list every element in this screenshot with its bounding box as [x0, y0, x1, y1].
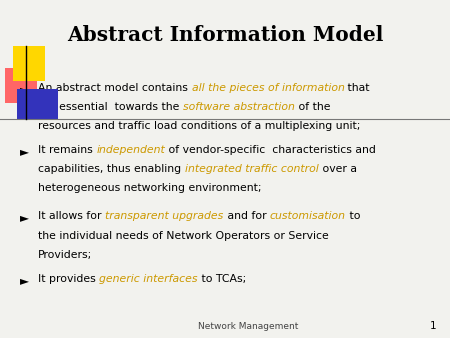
Text: of vendor-specific  characteristics and: of vendor-specific characteristics and [165, 145, 376, 155]
Text: Network Management: Network Management [198, 321, 298, 331]
Bar [4, 68, 37, 103]
Text: integrated traffic control: integrated traffic control [185, 164, 319, 174]
Text: transparent upgrades: transparent upgrades [105, 211, 224, 221]
Text: 1: 1 [430, 320, 436, 331]
Text: Abstract Information Model: Abstract Information Model [67, 25, 383, 46]
Text: heterogeneous networking environment;: heterogeneous networking environment; [38, 183, 262, 193]
Bar [13, 46, 45, 81]
Text: are essential  towards the: are essential towards the [38, 102, 183, 112]
Text: resources and traffic load conditions of a multiplexing unit;: resources and traffic load conditions of… [38, 121, 360, 131]
Text: It allows for: It allows for [38, 211, 105, 221]
Text: capabilities, thus enabling: capabilities, thus enabling [38, 164, 185, 174]
Text: ►: ► [20, 211, 29, 224]
Text: Providers;: Providers; [38, 250, 93, 260]
Text: customisation: customisation [270, 211, 346, 221]
Text: to TCAs;: to TCAs; [198, 274, 246, 285]
Text: to: to [346, 211, 360, 221]
Text: software abstraction: software abstraction [183, 102, 295, 112]
Text: ►: ► [20, 83, 29, 96]
Text: the individual needs of Network Operators or Service: the individual needs of Network Operator… [38, 231, 329, 241]
Text: over a: over a [319, 164, 356, 174]
Text: that: that [345, 83, 370, 93]
Text: It provides: It provides [38, 274, 99, 285]
Text: of the: of the [295, 102, 330, 112]
Text: independent: independent [96, 145, 165, 155]
Text: all the pieces of information: all the pieces of information [192, 83, 345, 93]
Text: and for: and for [224, 211, 270, 221]
Text: generic interfaces: generic interfaces [99, 274, 198, 285]
Bar [17, 89, 58, 119]
Text: ►: ► [20, 274, 29, 287]
Text: An abstract model contains: An abstract model contains [38, 83, 192, 93]
Text: It remains: It remains [38, 145, 96, 155]
Text: ►: ► [20, 145, 29, 158]
